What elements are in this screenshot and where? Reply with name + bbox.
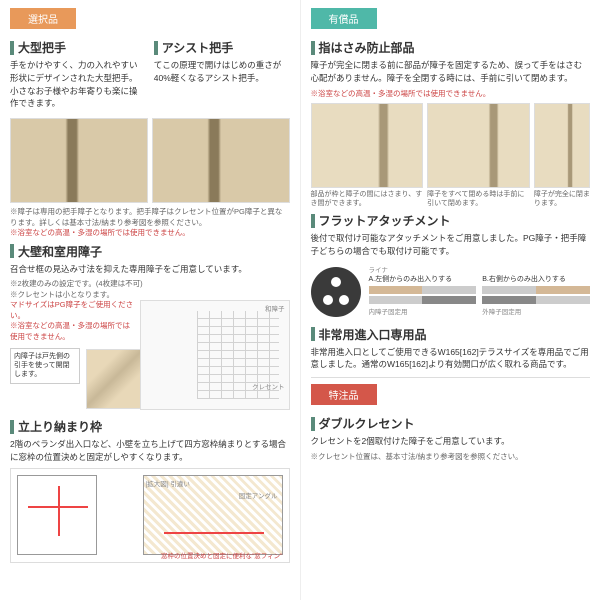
title-assist-handle: アシスト把手: [154, 39, 290, 56]
cap-f3: 障子が完全に閉まります。: [534, 190, 590, 208]
tab-special: 特注品: [311, 384, 377, 405]
note-double: ※クレセント位置は、基本寸法/納まり参考図を参照ください。: [311, 452, 591, 463]
title-shoji: 大壁和室用障子: [10, 243, 290, 260]
finger-img-1: [311, 103, 424, 188]
desc-finger: 障子が完全に閉まる前に部品が障子を固定するため、誤って手をはさむ心配がありません…: [311, 59, 591, 85]
attach-icon: [311, 267, 361, 317]
desc-shoji: 召合せ框の見込み寸法を抑えた専用障子をご用意しています。: [10, 263, 290, 276]
title-emergency: 非常用進入口専用品: [311, 326, 591, 343]
title-finger: 指はさみ防止部品: [311, 39, 591, 56]
desc-assist-handle: てこの原理で開けはじめの重さが40%軽くなるアシスト把手。: [154, 59, 290, 85]
desc-double: クレセントを2個取付けた障子をご用意しています。: [311, 435, 591, 448]
shoji-diagram: 和障子 クレセント: [140, 300, 290, 410]
desc-emergency: 非常用進入口としてご使用できるW165[162]テラスサイズを専用品でご用意しま…: [311, 346, 591, 372]
shoji-inset-note: 内障子は戸先側の引手を使って開閉します。: [10, 348, 80, 383]
desc-flat: 後付で取付け可能なアタッチメントをご用意しました。PG障子・把手障子どちらの場合…: [311, 232, 591, 258]
note-handle-warn: ※浴室などの高温・多湿の場所では使用できません。: [10, 228, 290, 239]
title-double: ダブルクレセント: [311, 415, 591, 432]
finger-img-2: [427, 103, 530, 188]
flat-opt-b: B.右側からのみ出入りする: [482, 274, 590, 284]
note-finger: ※浴室などの高温・多湿の場所では使用できません。: [311, 89, 591, 100]
flat-l1a: 内障子固定用: [369, 306, 477, 316]
desc-frame: 2階のベランダ出入口など、小壁を立ち上げて四方窓枠納まりとする場合に窓枠の位置決…: [10, 438, 290, 464]
handle-image-1: [10, 118, 148, 203]
flat-side: ライナ: [369, 264, 591, 274]
desc-large-handle: 手をかけやすく、力の入れやすい形状にデザインされた大型把手。小さなお子様やお年寄…: [10, 59, 146, 110]
tab-paid: 有償品: [311, 8, 377, 29]
flat-opt-a: A.左側からのみ出入りする: [369, 274, 477, 284]
title-flat: フラットアタッチメント: [311, 212, 591, 229]
finger-img-3: [534, 103, 590, 188]
note-shoji-1: ※2枚建のみの設定です。(4枚建は不可): [10, 279, 290, 290]
cap-f1: 部品が枠と障子の間にはさまり、すき間ができます。: [311, 190, 424, 208]
frame-diagram: [拡大図] 引違い 固定アングル 窓枠の位置決めと固定に便利な"窓フィン": [10, 468, 290, 563]
cap-f2: 障子をすべて閉める時は手前に引いて閉めます。: [427, 190, 530, 208]
note-shoji-4: ※浴室などの高温・多湿の場所では使用できません。: [10, 321, 136, 342]
title-large-handle: 大型把手: [10, 39, 146, 56]
tab-select: 選択品: [10, 8, 76, 29]
title-frame: 立上り納まり枠: [10, 418, 290, 435]
note-handle: ※障子は専用の把手障子となります。把手障子はクレセント位置がPG障子と異なります…: [10, 207, 290, 228]
note-shoji-3: マドサイズはPG障子をご使用ください。: [10, 300, 136, 321]
handle-image-2: [152, 118, 290, 203]
flat-l2b: 外障子固定用: [482, 306, 590, 316]
note-shoji-2: ※クレセントは小となります。: [10, 290, 290, 301]
